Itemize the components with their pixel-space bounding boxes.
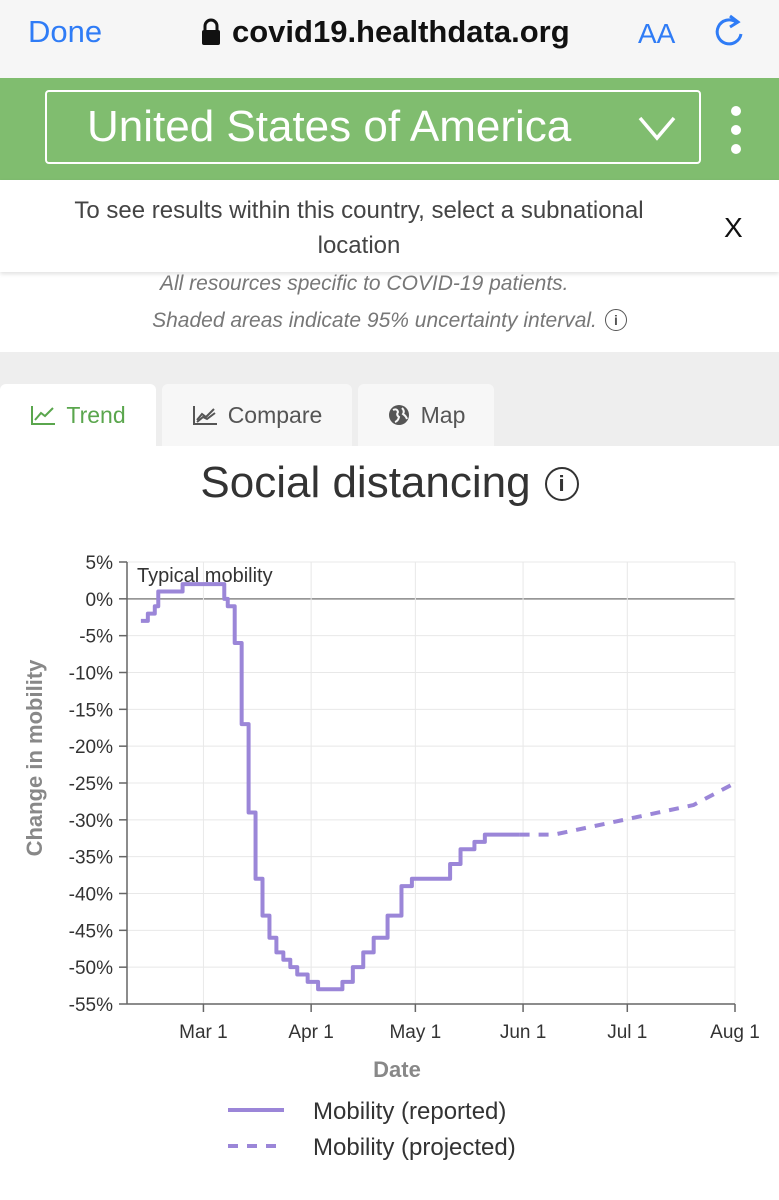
trend-icon <box>31 406 56 425</box>
close-button[interactable]: X <box>724 212 743 243</box>
tab-map[interactable]: Map <box>358 384 494 446</box>
country-name: United States of America <box>87 102 572 151</box>
chart-legend: Mobility (reported) Mobility (projected) <box>228 1098 516 1161</box>
chart-series <box>140 582 736 992</box>
chart-info-icon[interactable]: i <box>544 467 579 501</box>
mobility-chart: 5% 0% -5% -10% -15% -20% -25% -30% -35% -40% -45% -… <box>22 553 760 1161</box>
y-tick-label: 0% <box>86 590 114 611</box>
location-header: United States of America <box>0 78 779 180</box>
reload-icon[interactable] <box>712 12 748 52</box>
browser-toolbar: Done covid19.healthdata.org AA <box>0 0 779 78</box>
tab-bar: Trend Compare Map <box>0 352 779 446</box>
globe-icon <box>388 405 409 425</box>
tab-map-label: Map <box>420 401 466 428</box>
y-tick-label: -10% <box>69 664 113 685</box>
text-size-button[interactable]: AA <box>638 18 675 50</box>
x-tick-label: Mar 1 <box>179 1022 228 1043</box>
text-size-label: AA <box>638 18 676 49</box>
tab-trend-label: Trend <box>66 401 126 428</box>
x-tick-label: Jun 1 <box>500 1022 546 1043</box>
uncertainty-note-text: Shaded areas indicate 95% uncertainty in… <box>152 309 597 332</box>
chevron-down-icon <box>638 116 676 141</box>
x-tick-label: May 1 <box>389 1022 441 1043</box>
y-tick-label: -40% <box>69 885 113 906</box>
uncertainty-note: Shaded areas indicate 95% uncertainty in… <box>0 309 779 333</box>
y-tick-label: -30% <box>69 811 113 832</box>
url-text: covid19.healthdata.org <box>232 14 570 49</box>
done-button[interactable]: Done <box>28 14 103 49</box>
lock-icon <box>202 18 220 45</box>
kebab-icon[interactable] <box>729 106 743 154</box>
country-selector[interactable]: United States of America <box>45 90 701 164</box>
notice-text: To see results within this country, sele… <box>74 197 644 259</box>
legend-label: Mobility (projected) <box>313 1134 516 1161</box>
info-icon[interactable]: i <box>604 309 627 331</box>
y-tick-label: 5% <box>86 553 114 574</box>
y-tick-label: -35% <box>69 848 113 869</box>
tab-trend[interactable]: Trend <box>0 384 156 446</box>
reported-series-line <box>140 582 520 992</box>
tab-compare-label: Compare <box>227 401 323 428</box>
legend-label: Mobility (reported) <box>313 1098 506 1125</box>
x-axis-label: Date <box>373 1057 421 1082</box>
y-tick-label: -25% <box>69 774 113 795</box>
y-tick-label: -50% <box>69 958 113 979</box>
y-tick-label: -15% <box>69 700 113 721</box>
y-tick-label: -55% <box>69 995 113 1016</box>
y-tick-label: -45% <box>69 921 113 942</box>
chart-title: Social distancing i <box>0 458 779 508</box>
subnational-notice: To see results within this country, sele… <box>0 180 779 272</box>
y-tick-label: -5% <box>79 627 113 648</box>
x-tick-label: Jul 1 <box>607 1022 647 1043</box>
chart-grid <box>127 561 736 1005</box>
chart-axes: 5% 0% -5% -10% -15% -20% -25% -30% -35% -40% -45% -… <box>69 553 760 1043</box>
chart-title-text: Social distancing <box>200 458 531 507</box>
tab-compare[interactable]: Compare <box>162 384 352 446</box>
y-axis-label: Change in mobility <box>22 659 47 857</box>
y-tick-label: -20% <box>69 737 113 758</box>
address-bar[interactable]: covid19.healthdata.org <box>200 14 570 50</box>
x-tick-label: Aug 1 <box>710 1022 760 1043</box>
x-tick-label: Apr 1 <box>288 1022 333 1043</box>
compare-icon <box>192 406 217 425</box>
reference-line-label: Typical mobility <box>137 565 273 587</box>
